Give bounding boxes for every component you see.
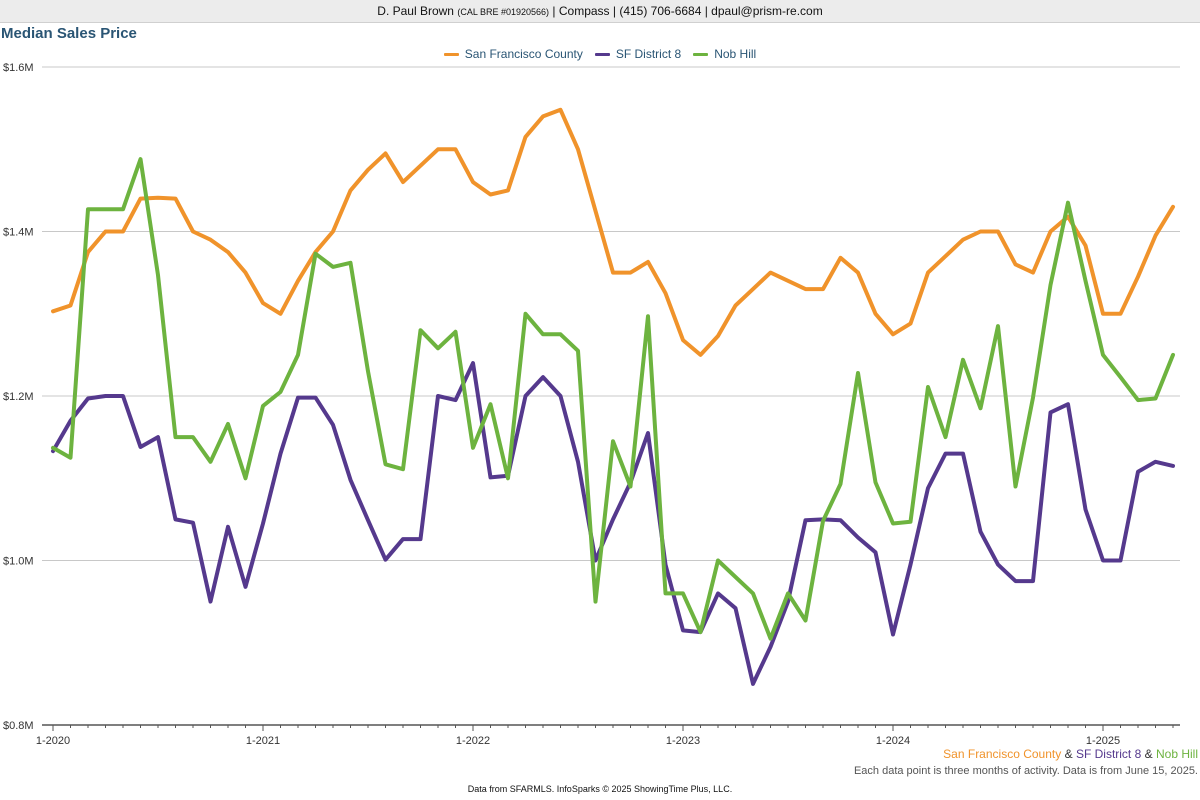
x-tick-label: 1-2020: [36, 735, 70, 747]
series-lines: [51, 107, 1175, 686]
footer-series-nob-hill: Nob Hill: [1155, 747, 1198, 761]
footer-series-district-8: SF District 8: [1075, 747, 1142, 761]
x-tick-label: 1-2021: [246, 735, 280, 747]
y-tick-label: $1.4M: [3, 227, 34, 239]
chart-legend: San Francisco County SF District 8 Nob H…: [0, 45, 1200, 63]
y-tick-label: $1.2M: [3, 391, 34, 403]
series-line-sf-district-8[interactable]: [51, 361, 1175, 686]
x-tick-label: 1-2025: [1086, 735, 1120, 747]
footer-series-line: San Francisco County & SF District 8 & N…: [943, 747, 1198, 761]
x-tick-label: 1-2023: [666, 735, 700, 747]
legend-label-district-8: SF District 8: [615, 47, 682, 61]
y-tick-label: $1.6M: [3, 62, 34, 74]
chart-title: Median Sales Price: [1, 25, 137, 42]
legend-label-sf-county: San Francisco County: [464, 47, 583, 61]
x-tick-label: 1-2022: [456, 735, 490, 747]
agent-header: D. Paul Brown (CAL BRE #01920566) | Comp…: [0, 0, 1200, 23]
x-tick-label: 1-2024: [876, 735, 910, 747]
y-axis-ticks: $0.8M $1.0M $1.2M $1.4M $1.6M: [3, 62, 34, 732]
footer-series-sf-county: San Francisco County: [943, 747, 1062, 761]
series-line-nob-hill[interactable]: [51, 157, 1175, 641]
legend-item-nob-hill[interactable]: Nob Hill: [693, 47, 756, 61]
x-axis: 1-2020 1-2021 1-2022 1-2023 1-2024 1-2025: [36, 724, 1180, 747]
legend-swatch-nob-hill: [693, 52, 709, 56]
gridlines: [42, 66, 1180, 726]
legend-swatch-sf-county: [443, 52, 459, 56]
agent-name: D. Paul Brown: [377, 4, 454, 18]
agent-license: (CAL BRE #01920566): [457, 7, 550, 17]
footer-connector-1: &: [1064, 747, 1073, 761]
footer-source: Data from SFARMLS. InfoSparks © 2025 Sho…: [467, 784, 733, 794]
legend-item-district-8[interactable]: SF District 8: [594, 47, 682, 61]
footer-note: Each data point is three months of activ…: [853, 765, 1198, 777]
y-tick-label: $1.0M: [3, 556, 34, 568]
series-line-san-francisco-county[interactable]: [51, 107, 1175, 357]
legend-label-nob-hill: Nob Hill: [714, 47, 757, 61]
legend-swatch-district-8: [594, 52, 610, 56]
y-tick-label: $0.8M: [3, 720, 34, 732]
footer-connector-2: &: [1144, 747, 1153, 761]
agent-contact: | Compass | (415) 706-6684 | dpaul@prism…: [552, 4, 823, 18]
legend-item-sf-county[interactable]: San Francisco County: [443, 47, 583, 61]
